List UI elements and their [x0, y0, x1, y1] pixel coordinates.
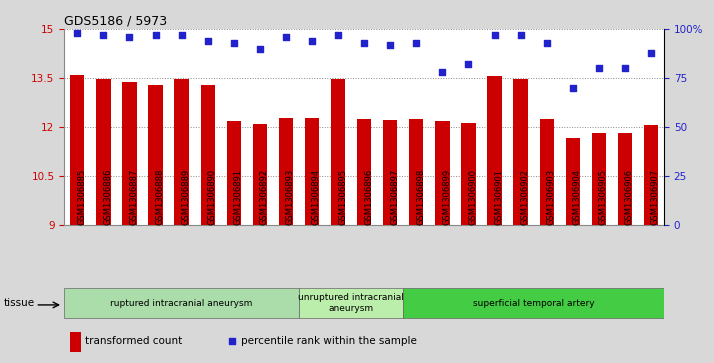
- Bar: [331, 79, 346, 225]
- Text: GSM1306901: GSM1306901: [495, 169, 503, 225]
- Point: [463, 61, 474, 67]
- Text: GSM1306899: GSM1306899: [443, 169, 451, 225]
- Point: [541, 40, 553, 46]
- Bar: [64, 288, 299, 318]
- Text: GSM1306890: GSM1306890: [208, 169, 216, 225]
- Text: GDS5186 / 5973: GDS5186 / 5973: [64, 15, 167, 28]
- Text: GSM1306893: GSM1306893: [286, 169, 295, 225]
- Bar: [383, 120, 398, 225]
- Bar: [122, 82, 136, 225]
- Point: [515, 32, 526, 38]
- Text: GSM1306900: GSM1306900: [468, 169, 478, 225]
- Point: [176, 32, 187, 38]
- Point: [489, 32, 501, 38]
- Point: [593, 65, 605, 71]
- Text: GSM1306903: GSM1306903: [547, 169, 555, 225]
- Bar: [174, 79, 188, 225]
- Bar: [618, 133, 632, 225]
- Text: GSM1306894: GSM1306894: [312, 169, 321, 225]
- Bar: [540, 119, 554, 225]
- Bar: [403, 288, 664, 318]
- Text: GSM1306907: GSM1306907: [651, 169, 660, 225]
- Text: GSM1306904: GSM1306904: [573, 169, 582, 225]
- Point: [385, 42, 396, 48]
- Bar: [357, 119, 371, 225]
- Bar: [436, 122, 450, 225]
- Point: [280, 34, 291, 40]
- Bar: [96, 79, 111, 225]
- Text: GSM1306898: GSM1306898: [416, 169, 426, 225]
- Bar: [299, 288, 403, 318]
- Point: [306, 38, 318, 44]
- Text: GSM1306891: GSM1306891: [233, 169, 243, 225]
- Point: [567, 85, 578, 91]
- Point: [124, 34, 135, 40]
- Bar: [592, 133, 606, 225]
- Point: [358, 40, 370, 46]
- Bar: [409, 119, 423, 225]
- Text: GSM1306885: GSM1306885: [77, 169, 86, 225]
- Text: unruptured intracranial
aneurysm: unruptured intracranial aneurysm: [298, 293, 404, 313]
- Bar: [461, 123, 476, 225]
- Text: GSM1306906: GSM1306906: [625, 169, 634, 225]
- Text: GSM1306902: GSM1306902: [521, 169, 530, 225]
- Point: [202, 38, 213, 44]
- Text: GSM1306889: GSM1306889: [181, 169, 191, 225]
- Point: [226, 338, 238, 344]
- Text: tissue: tissue: [4, 298, 35, 308]
- Text: superficial temporal artery: superficial temporal artery: [473, 299, 595, 307]
- Bar: [201, 85, 215, 225]
- Text: GSM1306888: GSM1306888: [156, 169, 164, 225]
- Point: [98, 32, 109, 38]
- Bar: [513, 79, 528, 225]
- Bar: [488, 77, 502, 225]
- Text: percentile rank within the sample: percentile rank within the sample: [241, 336, 417, 346]
- Bar: [70, 76, 84, 225]
- Point: [645, 50, 657, 56]
- Bar: [565, 138, 580, 225]
- Point: [437, 69, 448, 75]
- Bar: [305, 118, 319, 225]
- Text: GSM1306886: GSM1306886: [104, 169, 112, 225]
- Point: [332, 32, 343, 38]
- Point: [254, 46, 266, 52]
- Text: GSM1306895: GSM1306895: [338, 169, 347, 225]
- Point: [619, 65, 630, 71]
- Bar: [70, 332, 81, 352]
- Text: GSM1306905: GSM1306905: [599, 169, 608, 225]
- Bar: [149, 85, 163, 225]
- Bar: [278, 118, 293, 225]
- Text: GSM1306897: GSM1306897: [391, 169, 399, 225]
- Text: GSM1306896: GSM1306896: [364, 169, 373, 225]
- Point: [411, 40, 422, 46]
- Bar: [226, 122, 241, 225]
- Point: [228, 40, 239, 46]
- Text: GSM1306887: GSM1306887: [129, 169, 139, 225]
- Point: [150, 32, 161, 38]
- Point: [71, 30, 83, 36]
- Text: GSM1306892: GSM1306892: [260, 169, 269, 225]
- Text: transformed count: transformed count: [85, 336, 183, 346]
- Bar: [644, 126, 658, 225]
- Text: ruptured intracranial aneurysm: ruptured intracranial aneurysm: [111, 299, 253, 307]
- Bar: [253, 124, 267, 225]
